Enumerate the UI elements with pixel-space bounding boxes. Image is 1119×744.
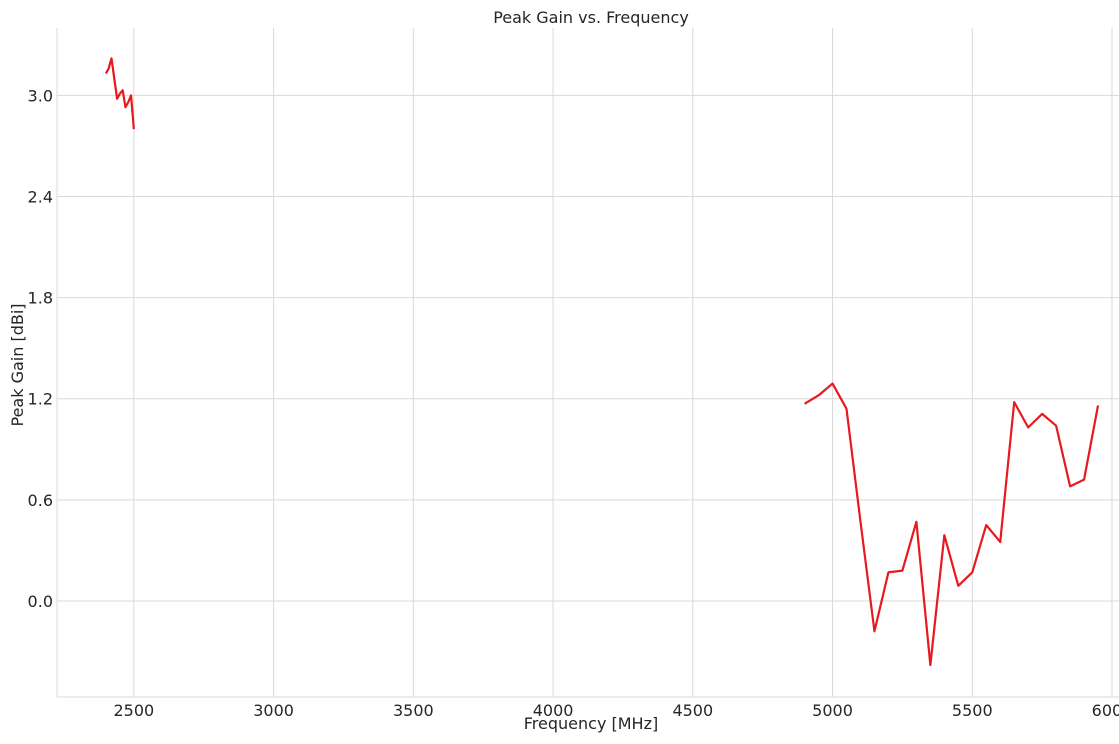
y-tick-label: 1.8	[28, 289, 53, 308]
y-tick-label: 0.6	[28, 491, 53, 510]
y-axis-label: Peak Gain [dBi]	[8, 303, 27, 426]
x-tick-label: 5500	[952, 701, 993, 720]
series-lines	[104, 57, 1100, 667]
y-tick-labels: 0.0 0.6 1.2 1.8 2.4 3.0	[28, 86, 53, 611]
y-tick-label: 3.0	[28, 86, 53, 105]
x-tick-label: 2500	[113, 701, 154, 720]
series-line-segment	[104, 57, 135, 130]
x-tick-label: 3500	[393, 701, 434, 720]
x-tick-label: 4500	[672, 701, 713, 720]
y-tick-label: 1.2	[28, 390, 53, 409]
x-tick-label: 3000	[253, 701, 294, 720]
chart-title: Peak Gain vs. Frequency	[493, 8, 689, 27]
x-tick-label: 4000	[533, 701, 574, 720]
x-tick-label: 5000	[812, 701, 853, 720]
y-tick-label: 2.4	[28, 188, 53, 207]
x-axis-label: Frequency [MHz]	[524, 714, 658, 733]
series-line-segment	[804, 382, 1100, 667]
y-tick-label: 0.0	[28, 592, 53, 611]
gridlines	[56, 28, 1119, 698]
